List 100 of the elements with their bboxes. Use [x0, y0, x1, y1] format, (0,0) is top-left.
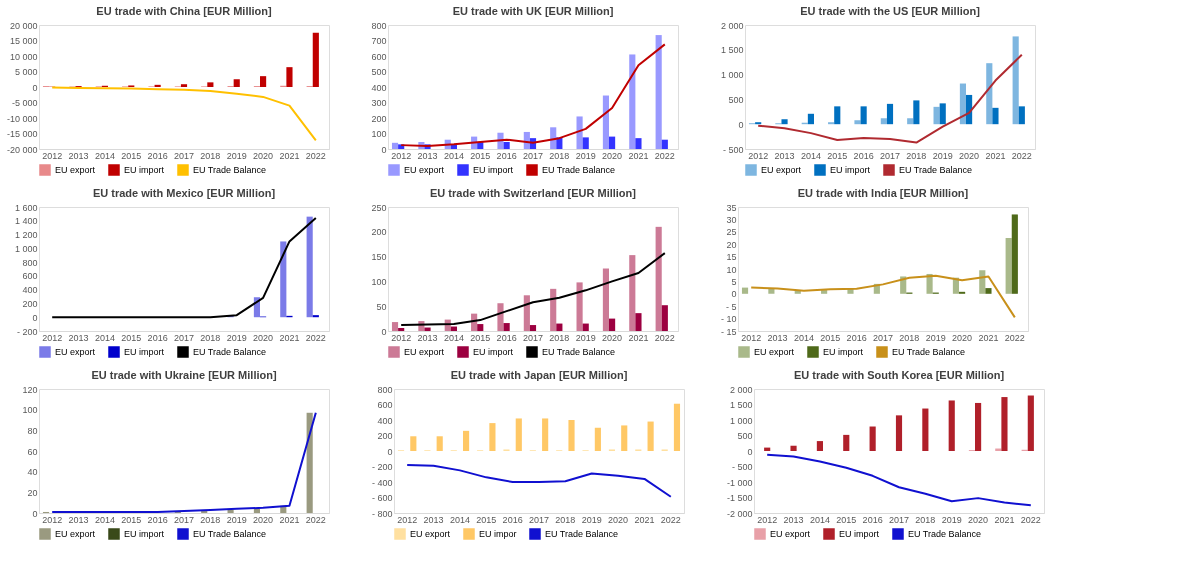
x-tick-label: 2019 [941, 514, 962, 525]
x-tick-label: 2021 [628, 332, 649, 343]
legend-label: EU export [770, 529, 811, 539]
y-tick-label: - 5 [725, 301, 737, 312]
x-tick-label: 2013 [68, 150, 89, 161]
y-tick-label: -15 000 [6, 129, 38, 139]
x-tick-label: 2017 [522, 332, 544, 343]
y-tick-label: -5 000 [11, 98, 38, 108]
chart-title: EU trade with China [EUR Million] [96, 5, 273, 17]
x-tick-label: 2018 [200, 332, 221, 343]
y-tick-label: - 15 [720, 326, 737, 337]
legend-label: EU Trade Balance [545, 529, 619, 539]
x-tick-label: 2022 [654, 150, 675, 161]
y-tick-label: 1 500 [720, 45, 744, 56]
legend-label: EU export [404, 165, 445, 175]
x-tick-label: 2015 [470, 332, 491, 343]
x-tick-label: 2018 [549, 332, 570, 343]
y-tick-label: - 800 [371, 508, 393, 519]
chart-title: EU trade with Switzerland [EUR Million] [430, 187, 637, 199]
y-tick-label: 800 [22, 257, 38, 268]
y-tick-label: 100 [371, 129, 387, 139]
legend-label: EU Trade Balance [892, 347, 966, 357]
x-tick-label: 2012 [757, 514, 778, 525]
y-tick-label: 0 [387, 446, 393, 457]
x-tick-label: 2014 [94, 332, 115, 343]
y-tick-label: 10 000 [9, 51, 38, 62]
y-tick-label: - 400 [371, 477, 393, 488]
x-tick-label: 2012 [397, 514, 418, 525]
y-tick-label: 50 [376, 301, 387, 312]
x-tick-label: 2017 [888, 514, 910, 525]
x-tick-label: 2014 [443, 332, 464, 343]
chart-title: EU trade with UK [EUR Million] [452, 5, 614, 17]
x-tick-label: 2017 [879, 150, 901, 161]
y-tick-label: 500 [728, 94, 744, 105]
y-tick-label: 500 [737, 431, 753, 441]
y-tick-label: - 10 [720, 314, 737, 325]
legend-label: EU import [124, 165, 165, 175]
y-tick-label: 100 [22, 405, 38, 416]
x-tick-label: 2020 [602, 332, 623, 343]
chart-title: EU trade with Japan [EUR Million] [450, 369, 628, 381]
y-tick-label: 100 [371, 276, 387, 287]
x-tick-label: 2015 [121, 332, 142, 343]
x-tick-label: 2021 [279, 514, 300, 525]
x-tick-label: 2017 [872, 332, 894, 343]
y-tick-label: 0 [32, 508, 38, 519]
y-tick-label: 20 000 [9, 20, 38, 31]
legend-label: EU import [124, 529, 165, 539]
x-tick-label: 2017 [173, 150, 195, 161]
x-tick-label: 2021 [634, 514, 655, 525]
y-tick-label: 400 [377, 415, 393, 426]
y-tick-label: 400 [371, 82, 387, 93]
y-tick-label: 0 [381, 326, 387, 337]
x-tick-label: 2015 [470, 150, 491, 161]
x-tick-label: 2013 [68, 514, 89, 525]
y-tick-label: 1 000 [729, 415, 753, 426]
y-tick-label: - 200 [371, 462, 393, 472]
x-tick-label: 2016 [147, 150, 168, 161]
x-tick-label: 2018 [200, 514, 221, 525]
x-tick-label: 2016 [147, 332, 168, 343]
legend-label: EU import [124, 347, 165, 357]
x-tick-label: 2018 [899, 332, 920, 343]
x-tick-label: 2019 [932, 150, 953, 161]
x-tick-label: 2014 [809, 514, 830, 525]
y-tick-label: - 600 [371, 493, 393, 503]
y-tick-label: 0 [32, 82, 38, 93]
y-tick-label: 0 [738, 119, 744, 130]
x-tick-label: 2014 [94, 150, 115, 161]
y-tick-label: 150 [371, 252, 387, 263]
x-tick-label: 2020 [253, 332, 274, 343]
y-tick-label: 200 [22, 298, 38, 309]
x-tick-label: 2020 [608, 514, 629, 525]
x-tick-label: 2015 [121, 514, 142, 525]
legend-label: EU Trade Balance [542, 347, 616, 357]
x-tick-label: 2012 [42, 150, 63, 161]
x-tick-label: 2014 [800, 150, 821, 161]
x-tick-label: 2014 [443, 150, 464, 161]
x-tick-label: 2018 [200, 150, 221, 161]
x-tick-label: 2020 [253, 514, 274, 525]
x-tick-label: 2022 [660, 514, 681, 525]
y-tick-label: 15 [726, 252, 737, 263]
x-tick-label: 2020 [968, 514, 989, 525]
y-tick-label: 2 000 [729, 384, 753, 395]
y-tick-label: 5 000 [14, 67, 38, 77]
y-tick-label: 200 [377, 431, 393, 441]
legend-label: EU export [410, 529, 451, 539]
x-tick-label: 2014 [94, 514, 115, 525]
y-tick-label: 2 000 [720, 20, 744, 31]
y-tick-label: 15 000 [9, 36, 38, 46]
x-tick-label: 2013 [783, 514, 804, 525]
x-tick-label: 2020 [959, 150, 980, 161]
x-tick-label: 2019 [226, 332, 247, 343]
legend-label: EU Trade Balance [193, 529, 267, 539]
y-tick-label: 800 [371, 20, 387, 31]
x-tick-label: 2015 [820, 332, 841, 343]
x-tick-label: 2013 [417, 150, 438, 161]
x-tick-label: 2016 [862, 514, 883, 525]
legend-label: EU import [830, 165, 871, 175]
y-tick-label: 25 [726, 227, 737, 238]
legend-label: EU impor [479, 529, 517, 539]
x-tick-label: 2018 [915, 514, 936, 525]
